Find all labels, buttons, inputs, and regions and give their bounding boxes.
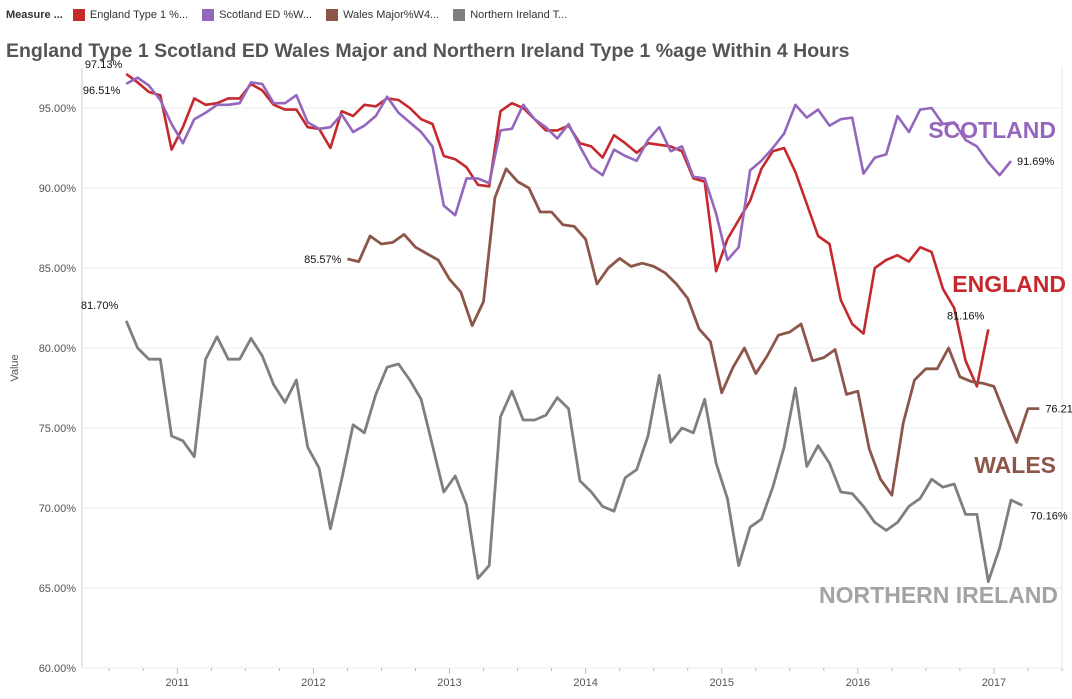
y-tick-label: 75.00%: [39, 423, 77, 435]
series-end-label-wales: WALES: [974, 452, 1056, 478]
legend-label-northern-ireland: Northern Ireland T...: [470, 9, 568, 21]
data-label-first-england: 97.13%: [85, 59, 123, 71]
legend-label-wales: Wales Major%W4...: [343, 9, 440, 21]
data-label-last-wales: 76.21%: [1045, 404, 1072, 416]
data-label-last-england: 81.16%: [947, 310, 985, 322]
legend: Measure ... England Type 1 %... Scotland…: [0, 0, 1072, 30]
legend-swatch-england: [72, 9, 85, 21]
legend-swatch-scotland: [202, 9, 215, 21]
x-tick-label: 2013: [437, 677, 461, 689]
series-line-wales: [347, 167, 1040, 497]
x-tick-label: 2014: [573, 677, 597, 689]
legend-item-wales[interactable]: Wales Major%W4...: [326, 9, 439, 21]
x-tick-label: 2016: [846, 677, 870, 689]
legend-title: Measure ...: [6, 9, 63, 21]
y-axis-label: Value: [9, 354, 21, 381]
legend-label-scotland: Scotland ED %W...: [219, 9, 313, 21]
legend-label-england: England Type 1 %...: [89, 9, 189, 21]
legend-item-england[interactable]: England Type 1 %...: [72, 9, 189, 21]
series-line-england: [125, 72, 990, 388]
x-tick-label: 2012: [301, 677, 325, 689]
data-label-last-northern-ireland: 70.16%: [1030, 510, 1068, 522]
legend-item-scotland[interactable]: Scotland ED %W...: [202, 9, 312, 21]
data-label-last-scotland: 91.69%: [1017, 156, 1055, 168]
data-label-first-northern-ireland: 81.70%: [81, 300, 119, 312]
series-end-label-scotland: SCOTLAND: [928, 117, 1056, 143]
legend-swatch-wales: [326, 9, 339, 21]
legend-swatch-northern-ireland: [453, 9, 466, 21]
legend-item-northern-ireland[interactable]: Northern Ireland T...: [453, 9, 567, 21]
y-tick-label: 95.00%: [39, 103, 77, 115]
y-tick-label: 65.00%: [39, 583, 77, 595]
series-end-label-england: ENGLAND: [952, 271, 1066, 297]
y-tick-label: 85.00%: [39, 263, 77, 275]
x-tick-label: 2015: [709, 677, 733, 689]
x-tick-label: 2017: [982, 677, 1006, 689]
series-line-scotland: [125, 76, 1013, 262]
series-end-label-northern-ireland: NORTHERN IRELAND: [819, 582, 1058, 608]
y-tick-label: 60.00%: [39, 663, 77, 675]
data-label-first-scotland: 96.51%: [83, 85, 121, 97]
y-tick-label: 80.00%: [39, 343, 77, 355]
x-tick-label: 2011: [165, 677, 189, 689]
series-line-northern-ireland: [124, 320, 1023, 583]
data-label-first-wales: 85.57%: [304, 254, 342, 266]
chart-title: England Type 1 Scotland ED Wales Major a…: [6, 40, 850, 62]
y-tick-label: 70.00%: [39, 503, 77, 515]
y-tick-label: 90.00%: [39, 183, 77, 195]
